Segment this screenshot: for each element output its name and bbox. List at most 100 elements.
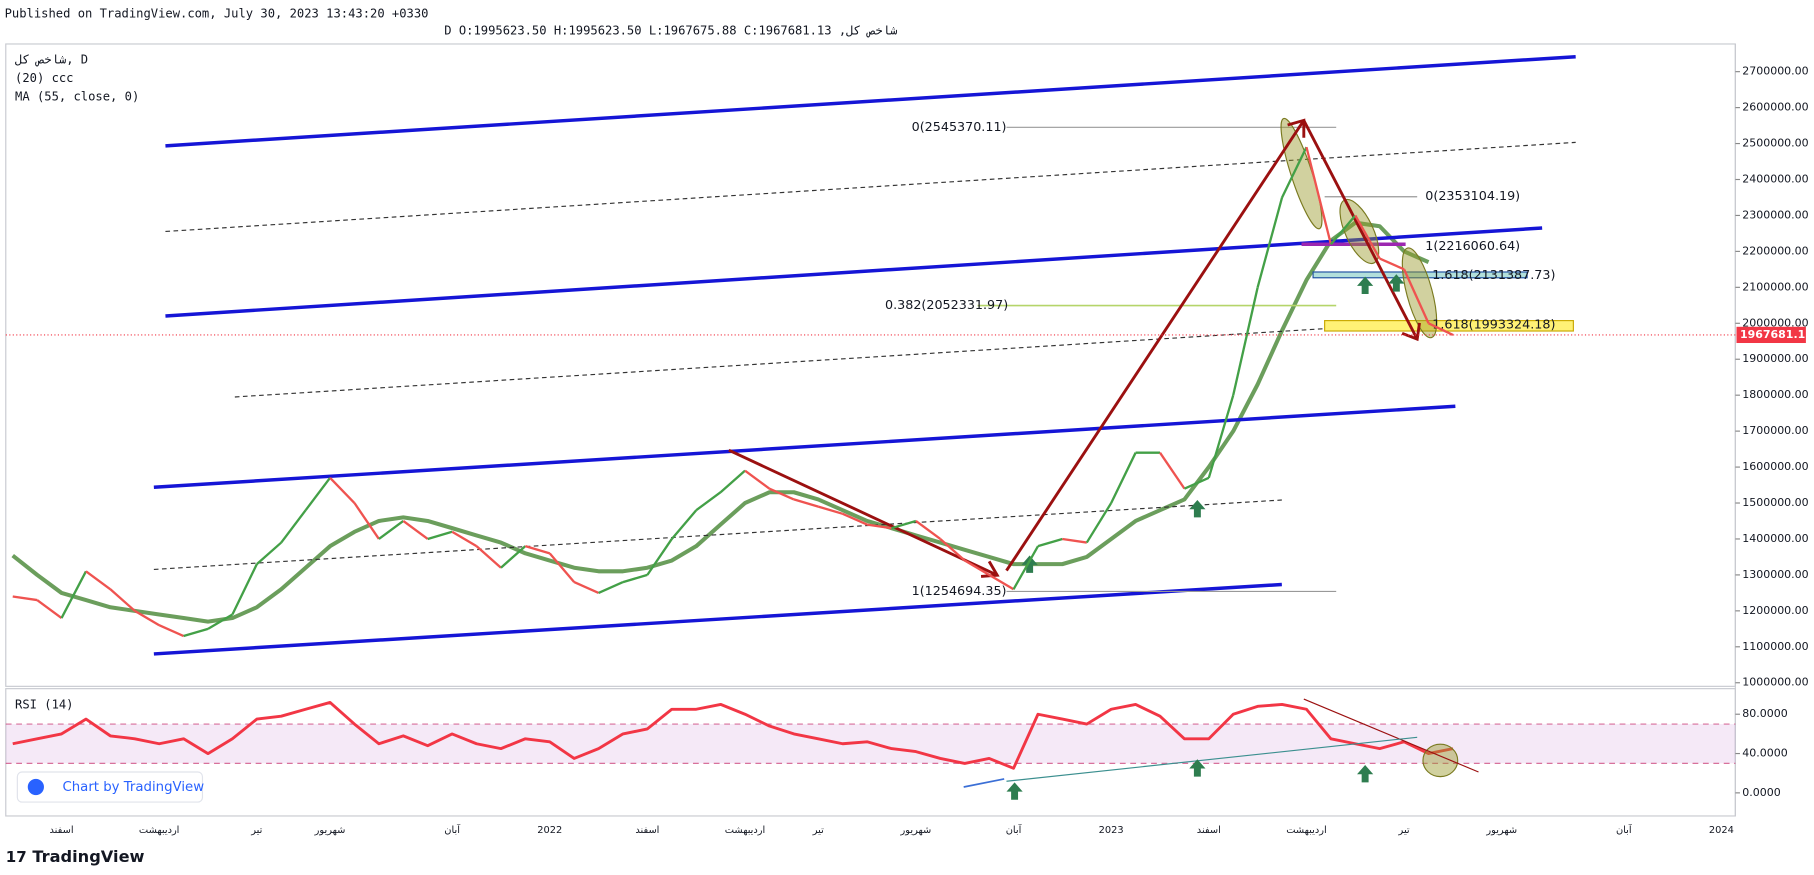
y-tick-label: 1600000.00 <box>1742 460 1808 473</box>
x-tick-label: آبان <box>1006 823 1023 836</box>
price-segment <box>1256 197 1284 288</box>
fib-label: 1.618(2131387.73) <box>1432 267 1555 282</box>
price-segment <box>866 523 892 530</box>
price-segment <box>231 563 258 615</box>
up-arrow <box>1189 500 1206 518</box>
price-segment <box>1379 257 1405 271</box>
price-segment <box>548 552 576 583</box>
x-tick-label: تیر <box>812 825 824 836</box>
price-segment <box>60 570 87 619</box>
brand: TradingView <box>32 847 144 866</box>
y-tick-label: 40.0000 <box>1742 747 1787 760</box>
price-segment <box>573 581 600 594</box>
price-segment <box>475 545 502 569</box>
x-tick-label: اسفند <box>50 825 74 836</box>
x-tick-label: اردیبهشت <box>139 825 180 836</box>
y-tick-label: 2000000.00 <box>1742 316 1808 329</box>
fib-label: 0(2353104.19) <box>1425 188 1520 203</box>
price-segment <box>1330 214 1357 245</box>
price-segment <box>12 595 38 602</box>
highlight-ellipse <box>1401 247 1438 339</box>
up-arrow <box>1357 765 1374 783</box>
published-line: Published on TradingView.com, July 30, 2… <box>5 6 429 20</box>
arrow <box>1302 119 1419 340</box>
x-tick-label: شهریور <box>314 825 346 836</box>
y-tick-label: 2200000.00 <box>1742 244 1808 257</box>
price-segment <box>988 573 1015 591</box>
price-segment <box>646 538 673 576</box>
y-tick-label: 1700000.00 <box>1742 424 1808 437</box>
up-arrow <box>1006 782 1023 800</box>
price-segment <box>36 599 63 619</box>
up-arrow <box>1388 274 1405 292</box>
price-segment <box>695 491 722 512</box>
up-arrows <box>1006 274 1405 800</box>
arrows <box>728 118 1421 578</box>
x-tick-label: 2024 <box>1709 825 1734 836</box>
badge-icon <box>27 778 44 796</box>
price-segment <box>329 477 356 504</box>
arrow-head <box>980 560 1000 578</box>
rsi-trend <box>1303 698 1479 773</box>
price-segment <box>353 502 380 540</box>
x-tick-label: آبان <box>1616 823 1633 836</box>
dashed-line <box>234 326 1343 398</box>
arrow <box>728 448 998 577</box>
y-tick-label: 1400000.00 <box>1742 532 1808 545</box>
price-segment <box>304 477 331 511</box>
symbol-line: شاخص کل, D O:1995623.50 H:1995623.50 L:1… <box>444 24 897 39</box>
price-segment <box>500 545 527 569</box>
legend-symbol: شاخص کل, D <box>15 53 88 68</box>
last-price-tag <box>1736 326 1806 344</box>
price-segment <box>427 530 453 541</box>
x-tick-label: آبان <box>444 823 461 836</box>
price-segment <box>1305 146 1333 245</box>
price-segment <box>1062 537 1087 544</box>
y-tick-label: 1200000.00 <box>1742 604 1808 617</box>
price-segment <box>1281 146 1308 198</box>
fib-label: 1(2216060.64) <box>1425 238 1520 253</box>
price-segment <box>939 538 966 562</box>
price-segment <box>1428 322 1454 336</box>
level-box <box>1312 271 1528 279</box>
price-segment <box>1207 394 1235 479</box>
badge[interactable] <box>16 771 204 803</box>
y-tick-label: 2300000.00 <box>1742 208 1808 221</box>
price-segment <box>1012 545 1039 590</box>
up-arrow <box>1189 759 1206 777</box>
price-segment <box>207 613 234 630</box>
x-tick-label: اسفند <box>635 825 659 836</box>
series-line <box>11 220 1430 624</box>
price-segment <box>598 581 624 594</box>
y-tick-label: 1800000.00 <box>1742 388 1808 401</box>
trend-line <box>153 404 1456 490</box>
level-box <box>1324 320 1574 332</box>
y-tick-label: 80.0000 <box>1742 707 1787 720</box>
y-tick-label: 1000000.00 <box>1742 676 1808 689</box>
last-price-label: 1967681.13 <box>1740 328 1813 341</box>
badge-text[interactable]: Chart by TradingView <box>62 780 204 795</box>
legend-ma: MA (55, close, 0) <box>15 90 139 104</box>
up-arrow <box>1357 276 1374 294</box>
price-segment <box>1232 287 1259 396</box>
price-segment <box>1037 537 1063 548</box>
x-tick-label: اسفند <box>1197 825 1221 836</box>
dashed-line <box>165 141 1576 233</box>
price-segment <box>1110 452 1137 504</box>
x-tick-label: اردیبهشت <box>1286 825 1327 836</box>
price-segment <box>109 588 136 612</box>
price-segment <box>964 559 990 576</box>
arrow-head <box>1287 118 1306 138</box>
fib-label: 1(1254694.35) <box>912 583 1007 598</box>
price-segment <box>1403 268 1430 324</box>
y-tick-label: 1500000.00 <box>1742 496 1808 509</box>
y-tick-label: 2600000.00 <box>1742 101 1808 114</box>
series-line <box>12 700 1454 770</box>
brand-logo: 17 <box>6 848 27 866</box>
dashed-line <box>153 499 1282 571</box>
rsi-title: RSI (14) <box>15 697 73 711</box>
x-tick-label: شهریور <box>1485 825 1517 836</box>
y-tick-label: 1900000.00 <box>1742 352 1808 365</box>
arrow-head <box>1401 322 1421 342</box>
